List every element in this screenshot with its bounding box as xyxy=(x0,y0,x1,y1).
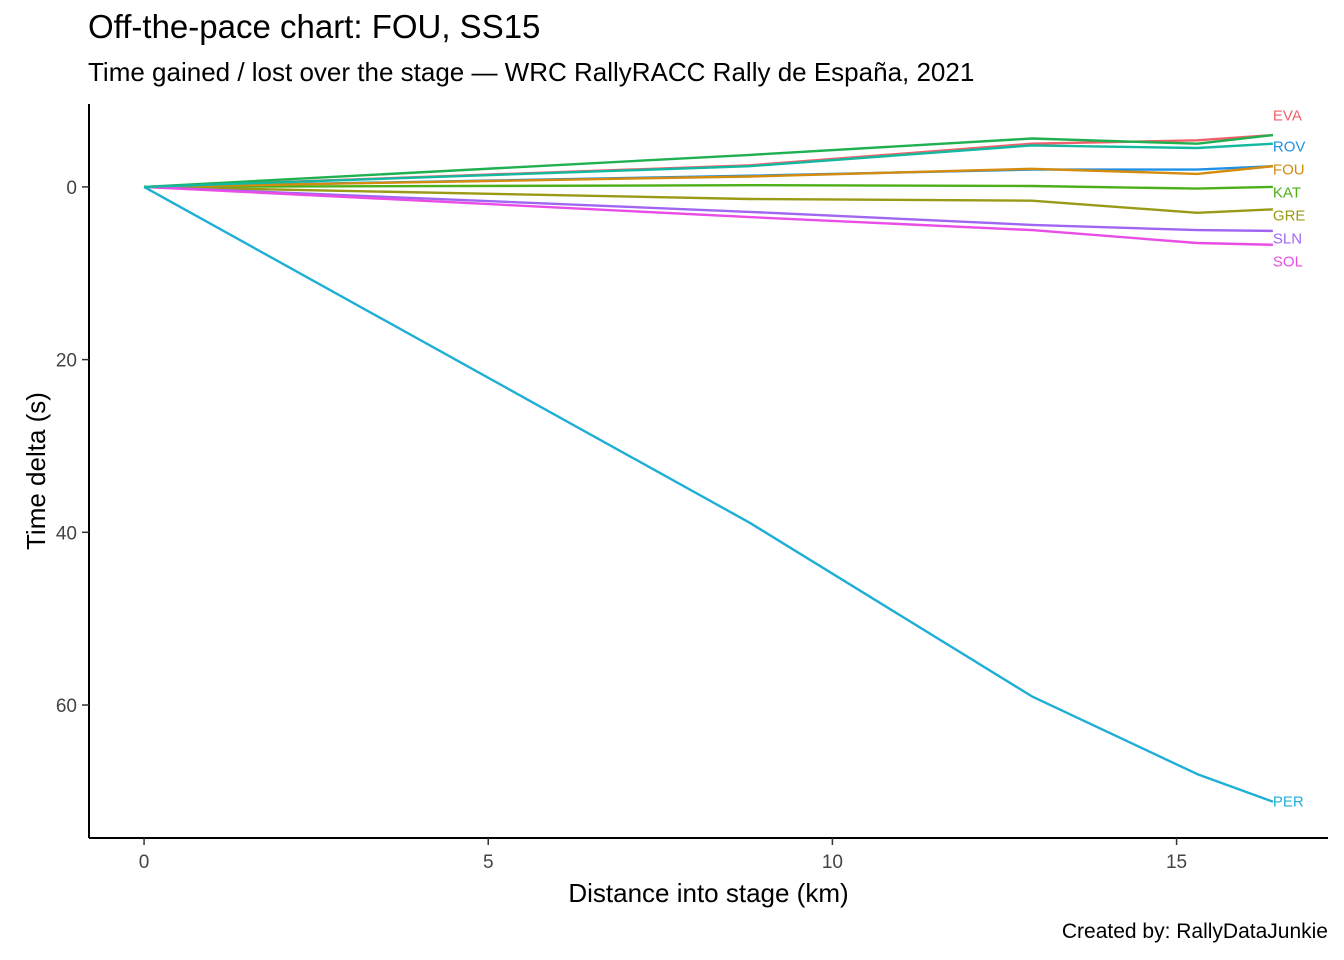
series-line-sol xyxy=(144,185,1273,246)
chart-title: Off-the-pace chart: FOU, SS15 xyxy=(88,8,541,45)
series-label-sln: SLN xyxy=(1273,230,1302,247)
series-label-gre: GRE xyxy=(1273,207,1306,224)
series-line-kat xyxy=(144,183,1273,190)
series-label-rov: ROV xyxy=(1273,138,1306,155)
series-label-sol: SOL xyxy=(1273,253,1303,270)
series-label-fou: FOU xyxy=(1273,161,1305,178)
series-label-kat: KAT xyxy=(1273,184,1301,201)
x-tick-label: 10 xyxy=(822,852,843,873)
x-tick-label: 5 xyxy=(483,852,494,873)
series-line-per xyxy=(143,185,1274,803)
series-line-tan xyxy=(144,142,1273,189)
x-tick-label: 15 xyxy=(1166,852,1187,873)
y-tick-label: 0 xyxy=(66,178,77,199)
y-tick-label: 60 xyxy=(56,696,77,717)
x-axis-title: Distance into stage (km) xyxy=(568,878,848,908)
series-line-neu xyxy=(144,133,1274,189)
chart-subtitle: Time gained / lost over the stage — WRC … xyxy=(88,57,975,87)
series-label-eva: EVA xyxy=(1273,107,1302,124)
y-axis-title: Time delta (s) xyxy=(21,392,51,550)
x-tick-label: 0 xyxy=(139,852,150,873)
series-line-sln xyxy=(144,185,1273,233)
y-tick-label: 40 xyxy=(56,523,77,544)
series-line-fou xyxy=(144,165,1274,189)
series-label-per: PER xyxy=(1273,794,1304,811)
series-line-gre xyxy=(144,185,1273,215)
chart-caption: Created by: RallyDataJunkie xyxy=(1061,920,1328,943)
y-tick-label: 20 xyxy=(56,351,77,372)
